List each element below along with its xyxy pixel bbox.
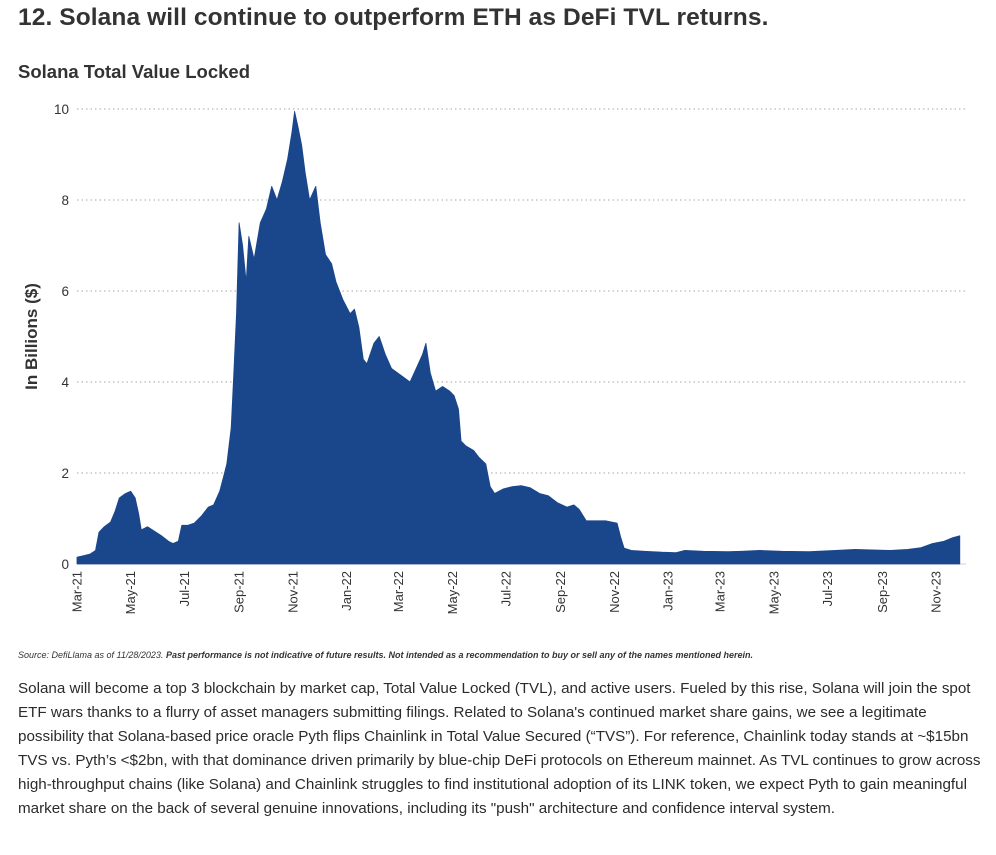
x-tick-label: Mar-23 <box>713 571 728 612</box>
x-tick-label: May-22 <box>445 571 460 614</box>
x-tick-label: Jan-23 <box>661 571 676 611</box>
x-tick-label: Jan-22 <box>339 571 354 611</box>
body-paragraph: Solana will become a top 3 blockchain by… <box>18 680 981 817</box>
y-tick-label: 8 <box>61 193 69 208</box>
chart-title: Solana Total Value Locked <box>18 61 250 82</box>
x-tick-label: Mar-21 <box>70 571 85 612</box>
y-tick-label: 0 <box>61 557 69 572</box>
x-tick-label: Sep-22 <box>553 571 568 613</box>
x-tick-label: Jul-22 <box>499 571 514 606</box>
disclaimer-text: Past performance is not indicative of fu… <box>165 650 754 660</box>
y-tick-label: 4 <box>61 375 69 390</box>
y-axis-ticks: 0 2 4 6 8 10 <box>54 102 70 572</box>
y-tick-label: 6 <box>61 284 69 299</box>
x-tick-label: Sep-23 <box>875 571 890 613</box>
tvl-area-chart: 0 2 4 6 8 10 Mar-21 May-21 Jul-21 Sep-21 Nov-21 Ja… <box>22 102 966 614</box>
y-tick-label: 2 <box>61 466 69 481</box>
y-tick-label: 10 <box>54 102 69 117</box>
x-tick-label: May-23 <box>766 571 781 614</box>
x-tick-label: Mar-22 <box>391 571 406 612</box>
x-tick-label: Jul-23 <box>820 571 835 606</box>
source-text: Source: DefiLlama as of 11/28/2023. <box>18 650 166 660</box>
x-tick-label: May-21 <box>123 571 138 614</box>
source-note: Source: DefiLlama as of 11/28/2023. Past… <box>18 650 978 660</box>
x-tick-label: Nov-23 <box>929 571 944 613</box>
x-tick-label: Nov-22 <box>607 571 622 613</box>
x-tick-label: Sep-21 <box>232 571 247 613</box>
page-headline: 12. Solana will continue to outperform E… <box>18 4 769 31</box>
tvl-area-series <box>76 110 961 565</box>
x-tick-label: Nov-21 <box>285 571 300 613</box>
y-axis-label: In Billions ($) <box>22 283 41 390</box>
x-tick-label: Jul-21 <box>177 571 192 606</box>
x-axis-ticks: Mar-21 May-21 Jul-21 Sep-21 Nov-21 Jan-22 Mar-… <box>70 571 944 614</box>
